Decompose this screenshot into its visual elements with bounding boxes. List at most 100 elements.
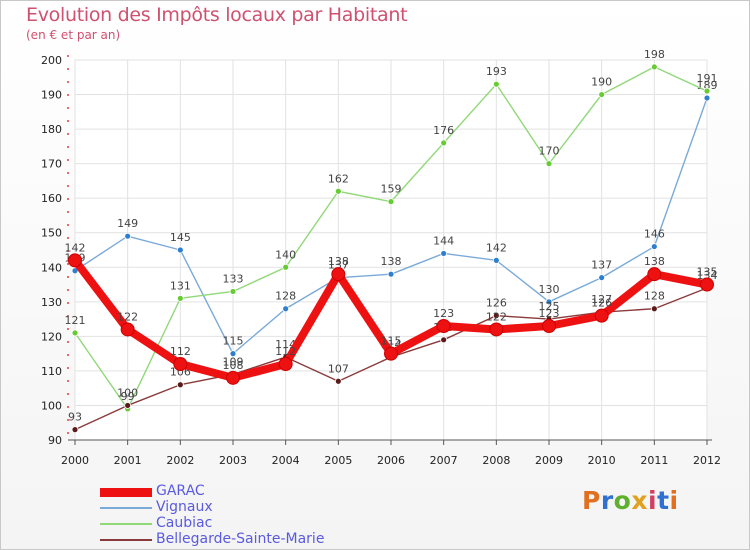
data-point-garac <box>278 357 293 371</box>
x-tick-label: 2012 <box>693 454 721 467</box>
data-label-caubiac: 121 <box>65 314 86 327</box>
data-point-caubiac <box>334 187 342 195</box>
data-point-caubiac <box>492 80 500 88</box>
data-point-vignaux <box>545 298 553 306</box>
data-label-vignaux: 137 <box>328 259 349 272</box>
data-label-garac: 138 <box>644 255 665 268</box>
data-label-caubiac: 162 <box>328 172 349 185</box>
data-label-vignaux: 144 <box>433 234 454 247</box>
x-tick-label: 2001 <box>114 454 142 467</box>
data-point-vignaux <box>229 350 237 358</box>
data-point-caubiac <box>176 294 184 302</box>
data-point-caubiac <box>703 87 711 95</box>
data-label-garac: 123 <box>433 307 454 320</box>
data-label-caubiac: 140 <box>275 248 296 261</box>
logo-letter: o <box>613 486 632 515</box>
data-point-bellegarde-sainte-marie <box>124 402 132 409</box>
data-label-vignaux: 115 <box>223 335 244 348</box>
data-point-garac <box>173 357 188 371</box>
y-tick-label: 200 <box>41 54 62 67</box>
data-point-vignaux <box>387 270 395 278</box>
x-tick-label: 2009 <box>535 454 563 467</box>
data-label-caubiac: 131 <box>170 279 191 292</box>
y-tick-label: 140 <box>41 261 62 274</box>
x-tick-label: 2002 <box>166 454 194 467</box>
data-point-garac <box>331 267 346 282</box>
data-point-bellegarde-sainte-marie <box>176 381 184 389</box>
data-point-garac <box>226 370 240 385</box>
y-tick-label: 150 <box>41 227 62 240</box>
data-label-bellegarde-sainte-marie: 93 <box>68 411 82 424</box>
legend-swatch <box>100 523 152 525</box>
data-point-vignaux <box>492 256 500 264</box>
logo-letter: t <box>657 486 670 515</box>
data-label-vignaux: 138 <box>381 255 402 268</box>
data-label-garac: 108 <box>223 359 244 372</box>
data-point-vignaux <box>282 305 290 313</box>
y-tick-label: 100 <box>41 399 62 412</box>
data-label-bellegarde-sainte-marie: 128 <box>644 290 665 303</box>
data-point-vignaux <box>124 232 132 240</box>
data-point-caubiac <box>650 63 658 71</box>
x-tick-label: 2010 <box>588 454 616 467</box>
x-tick-label: 2003 <box>219 454 247 467</box>
data-label-vignaux: 145 <box>170 231 191 244</box>
legend-swatch <box>100 539 152 541</box>
x-tick-label: 2000 <box>61 454 89 467</box>
data-label-garac: 142 <box>65 241 86 254</box>
data-point-garac <box>436 319 451 333</box>
data-label-bellegarde-sainte-marie: 125 <box>539 300 560 313</box>
y-tick-label: 110 <box>41 365 62 378</box>
data-label-vignaux: 149 <box>117 217 138 230</box>
data-label-vignaux: 146 <box>644 228 665 241</box>
data-point-vignaux <box>650 243 658 250</box>
data-point-vignaux <box>440 250 448 257</box>
legend-swatch <box>100 487 152 497</box>
x-tick-label: 2007 <box>430 454 458 467</box>
data-label-garac: 123 <box>539 307 560 320</box>
data-label-garac: 115 <box>381 335 402 348</box>
x-tick-label: 2005 <box>324 454 352 467</box>
legend-label: Bellegarde-Sainte-Marie <box>156 531 325 547</box>
data-label-garac: 138 <box>328 255 349 268</box>
data-point-caubiac <box>229 288 237 295</box>
proxiti-logo: Proxiti <box>582 486 679 515</box>
y-tick-label: 90 <box>48 434 62 447</box>
data-point-bellegarde-sainte-marie <box>492 312 500 320</box>
data-label-vignaux: 128 <box>275 290 296 303</box>
logo-letter: P <box>582 486 601 515</box>
data-point-bellegarde-sainte-marie <box>440 336 448 344</box>
data-point-vignaux <box>598 274 606 282</box>
logo-letter: i <box>669 486 679 515</box>
data-label-garac: 126 <box>591 297 612 310</box>
data-point-garac <box>489 322 504 337</box>
data-point-bellegarde-sainte-marie <box>650 305 658 313</box>
data-label-bellegarde-sainte-marie: 109 <box>223 355 244 368</box>
y-tick-label: 130 <box>41 296 62 309</box>
data-label-garac: 122 <box>117 310 138 323</box>
x-tick-label: 2011 <box>640 454 668 467</box>
data-point-caubiac <box>282 263 290 271</box>
data-point-vignaux <box>176 246 184 254</box>
data-point-garac <box>120 322 135 337</box>
chart-subtitle: (en € et par an) <box>26 28 121 42</box>
chart-title: Evolution des Impôts locaux par Habitant <box>26 4 408 26</box>
data-label-bellegarde-sainte-marie: 127 <box>591 293 612 306</box>
data-point-bellegarde-sainte-marie <box>71 426 79 434</box>
legend-swatch <box>100 507 152 509</box>
y-tick-label: 180 <box>41 123 62 136</box>
data-label-caubiac: 193 <box>486 65 507 78</box>
data-point-garac <box>542 319 556 333</box>
data-label-garac: 112 <box>170 345 191 358</box>
y-tick-label: 170 <box>41 158 62 171</box>
data-label-vignaux: 142 <box>486 241 507 254</box>
data-point-caubiac <box>545 160 553 168</box>
data-label-caubiac: 133 <box>223 272 244 285</box>
data-point-vignaux <box>703 94 711 102</box>
data-label-caubiac: 176 <box>433 124 454 137</box>
data-label-garac: 122 <box>486 310 507 323</box>
y-tick-label: 160 <box>41 192 62 205</box>
data-point-garac <box>594 308 609 323</box>
logo-letter: r <box>600 486 614 515</box>
